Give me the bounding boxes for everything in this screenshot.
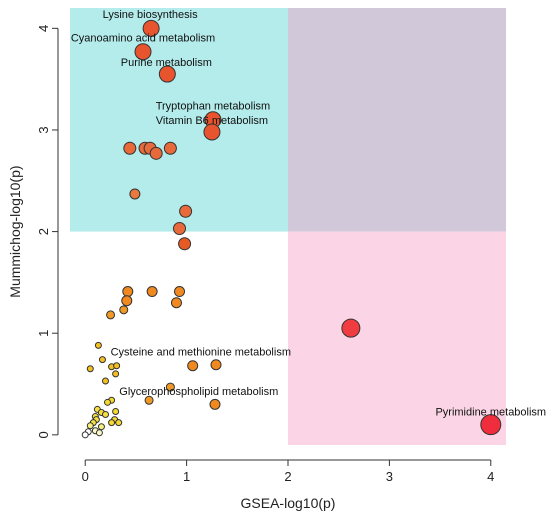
axes: 0 1 2 3 4 0 1 2 3 4 [36, 25, 494, 484]
data-point [81, 431, 89, 439]
data-point [187, 360, 199, 372]
data-point [179, 204, 193, 218]
y-tick-label: 1 [36, 330, 51, 337]
x-tick-label: 0 [82, 469, 89, 484]
data-point [113, 362, 121, 370]
data-point [97, 423, 105, 431]
data-point [112, 370, 120, 378]
data-point [98, 356, 106, 364]
data-point [106, 310, 116, 320]
x-tick-label: 3 [386, 469, 393, 484]
plot-region-2 [288, 8, 506, 232]
point-annotation: Cysteine and methionine metabolism [111, 347, 291, 359]
plot-regions [70, 8, 506, 445]
data-point [144, 395, 154, 405]
data-point [95, 429, 103, 437]
point-annotation: Tryptophan metabolism [156, 101, 271, 113]
data-point [86, 365, 94, 373]
data-point [142, 19, 160, 37]
y-tick-label: 0 [36, 431, 51, 438]
data-point [173, 222, 187, 236]
data-point [112, 407, 120, 415]
data-point [115, 419, 123, 427]
data-point [123, 141, 137, 155]
point-annotation: Glycerophospholipid metabolism [119, 386, 278, 398]
data-point [158, 65, 176, 83]
data-points [81, 19, 502, 439]
point-annotation: Purine metabolism [121, 57, 212, 69]
point-annotation: Pyrimidine metabolism [435, 407, 546, 419]
data-point [121, 295, 133, 307]
data-point [210, 359, 222, 371]
data-point [170, 297, 182, 309]
data-point [341, 318, 361, 338]
data-point [86, 422, 94, 430]
data-point [178, 237, 192, 251]
x-tick-label: 1 [183, 469, 190, 484]
data-point [174, 286, 186, 298]
data-point [209, 398, 221, 410]
data-point [163, 141, 177, 155]
y-tick-label: 3 [36, 126, 51, 133]
data-point [165, 382, 175, 392]
data-point [94, 341, 102, 349]
y-axis-title: Mummichog-log10(p) [7, 165, 23, 297]
y-tick-label: 4 [36, 25, 51, 32]
data-point [101, 411, 109, 419]
data-point [101, 377, 109, 385]
point-annotation: Vitamin B6 metabolism [156, 115, 268, 127]
data-point [149, 146, 163, 160]
annotations: Lysine biosynthesis Cyanoamino acid metab… [71, 9, 546, 418]
data-point [119, 305, 129, 315]
data-point [129, 188, 141, 200]
data-point [480, 414, 502, 436]
data-point [134, 43, 152, 61]
y-tick-label: 2 [36, 228, 51, 235]
point-annotation: Cyanoamino acid metabolism [71, 33, 215, 45]
data-point [122, 286, 134, 298]
data-point [146, 286, 158, 298]
data-point [203, 123, 221, 141]
x-tick-label: 2 [284, 469, 291, 484]
plot-region-1 [70, 8, 288, 232]
point-annotation: Lysine biosynthesis [103, 9, 198, 21]
x-tick-label: 4 [487, 469, 494, 484]
data-point [104, 398, 112, 406]
x-axis-title: GSEA-log10(p) [241, 495, 336, 511]
plot-region-3 [288, 231, 506, 445]
data-point [108, 419, 116, 427]
